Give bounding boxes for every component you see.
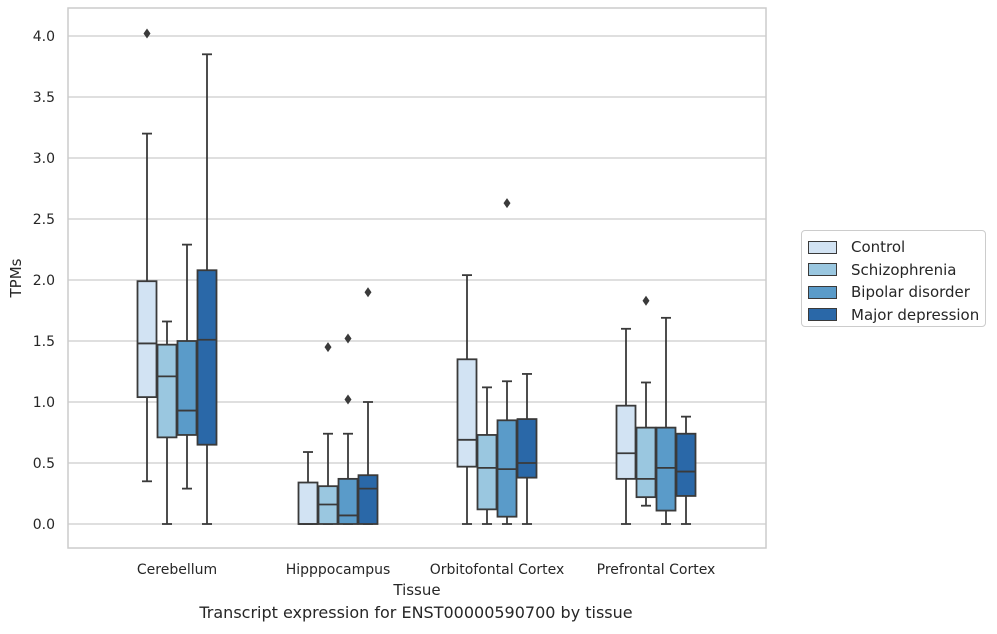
x-axis-ticks: Cerebellum Hipppocampus Orbitofontal Corte…	[137, 562, 715, 578]
box-control	[456, 274, 478, 525]
legend-item-control: Control	[808, 236, 985, 259]
iqr-box	[357, 474, 379, 525]
legend-label: Schizophrenia	[851, 260, 957, 279]
y-tick-label: 2.0	[33, 273, 55, 289]
outlier-point	[364, 287, 372, 298]
iqr-box	[297, 481, 319, 525]
y-tick-label: 3.0	[33, 151, 55, 167]
iqr-box	[337, 477, 359, 525]
iqr-box	[516, 418, 538, 479]
box-schizophrenia	[156, 320, 178, 525]
legend-label: Control	[851, 238, 906, 257]
y-tick-label: 3.5	[33, 90, 55, 106]
box-schizophrenia	[476, 386, 498, 525]
iqr-box	[635, 426, 657, 499]
figure-caption: Transcript expression for ENST0000059070…	[199, 603, 633, 622]
box-major-depression	[357, 287, 379, 525]
legend-swatch	[808, 308, 837, 322]
outlier-point	[344, 333, 352, 344]
legend-label: Bipolar disorder	[851, 283, 970, 302]
box-bipolar-disorder	[496, 198, 518, 525]
x-tick-label: Hipppocampus	[286, 562, 391, 578]
legend-swatch	[808, 263, 837, 277]
legend-swatch	[808, 285, 837, 299]
box-control	[615, 327, 637, 525]
box-major-depression	[675, 415, 697, 525]
legend-item-schizophrenia: Schizophrenia	[808, 259, 985, 282]
box-major-depression	[196, 53, 218, 525]
y-tick-label: 2.5	[33, 212, 55, 228]
legend-item-major-depression: Major depression	[808, 304, 985, 327]
x-tick-label: Cerebellum	[137, 562, 217, 578]
iqr-box	[196, 269, 218, 446]
y-axis-label: TPMs	[7, 258, 25, 298]
box-schizophrenia	[635, 295, 657, 507]
iqr-box	[176, 340, 198, 436]
box-bipolar-disorder	[655, 316, 677, 525]
legend: Control Schizophrenia Bipolar disorder M…	[801, 230, 986, 327]
box-bipolar-disorder	[337, 333, 359, 525]
iqr-box	[136, 280, 158, 399]
box-control	[297, 451, 319, 525]
box-groups	[136, 28, 697, 525]
outlier-point	[344, 394, 352, 405]
iqr-box	[615, 404, 637, 480]
iqr-box	[456, 358, 478, 468]
y-tick-label: 4.0	[33, 29, 55, 45]
y-tick-label: 1.0	[33, 395, 55, 411]
gridlines	[68, 35, 766, 525]
outlier-point	[642, 295, 650, 306]
outlier-point	[143, 28, 151, 39]
y-axis-ticks: 0.0 0.5 1.0 1.5 2.0 2.5 3.0 3.5 4.0	[33, 29, 55, 533]
box-schizophrenia	[317, 342, 339, 525]
box-control	[136, 28, 158, 483]
x-tick-label: Orbitofontal Cortex	[430, 562, 565, 578]
outlier-point	[324, 342, 332, 353]
y-tick-label: 0.5	[33, 456, 55, 472]
legend-label: Major depression	[851, 305, 980, 324]
iqr-box	[675, 432, 697, 497]
x-tick-label: Prefrontal Cortex	[597, 562, 716, 578]
legend-item-bipolar-disorder: Bipolar disorder	[808, 281, 985, 304]
outlier-point	[503, 198, 511, 209]
box-bipolar-disorder	[176, 243, 198, 490]
iqr-box	[476, 434, 498, 511]
y-tick-label: 1.5	[33, 334, 55, 350]
legend-swatch	[808, 240, 837, 254]
box-major-depression	[516, 373, 538, 525]
iqr-box	[156, 343, 178, 439]
x-axis-label: Tissue	[392, 581, 440, 599]
y-tick-label: 0.0	[33, 517, 55, 533]
iqr-box	[655, 426, 677, 512]
